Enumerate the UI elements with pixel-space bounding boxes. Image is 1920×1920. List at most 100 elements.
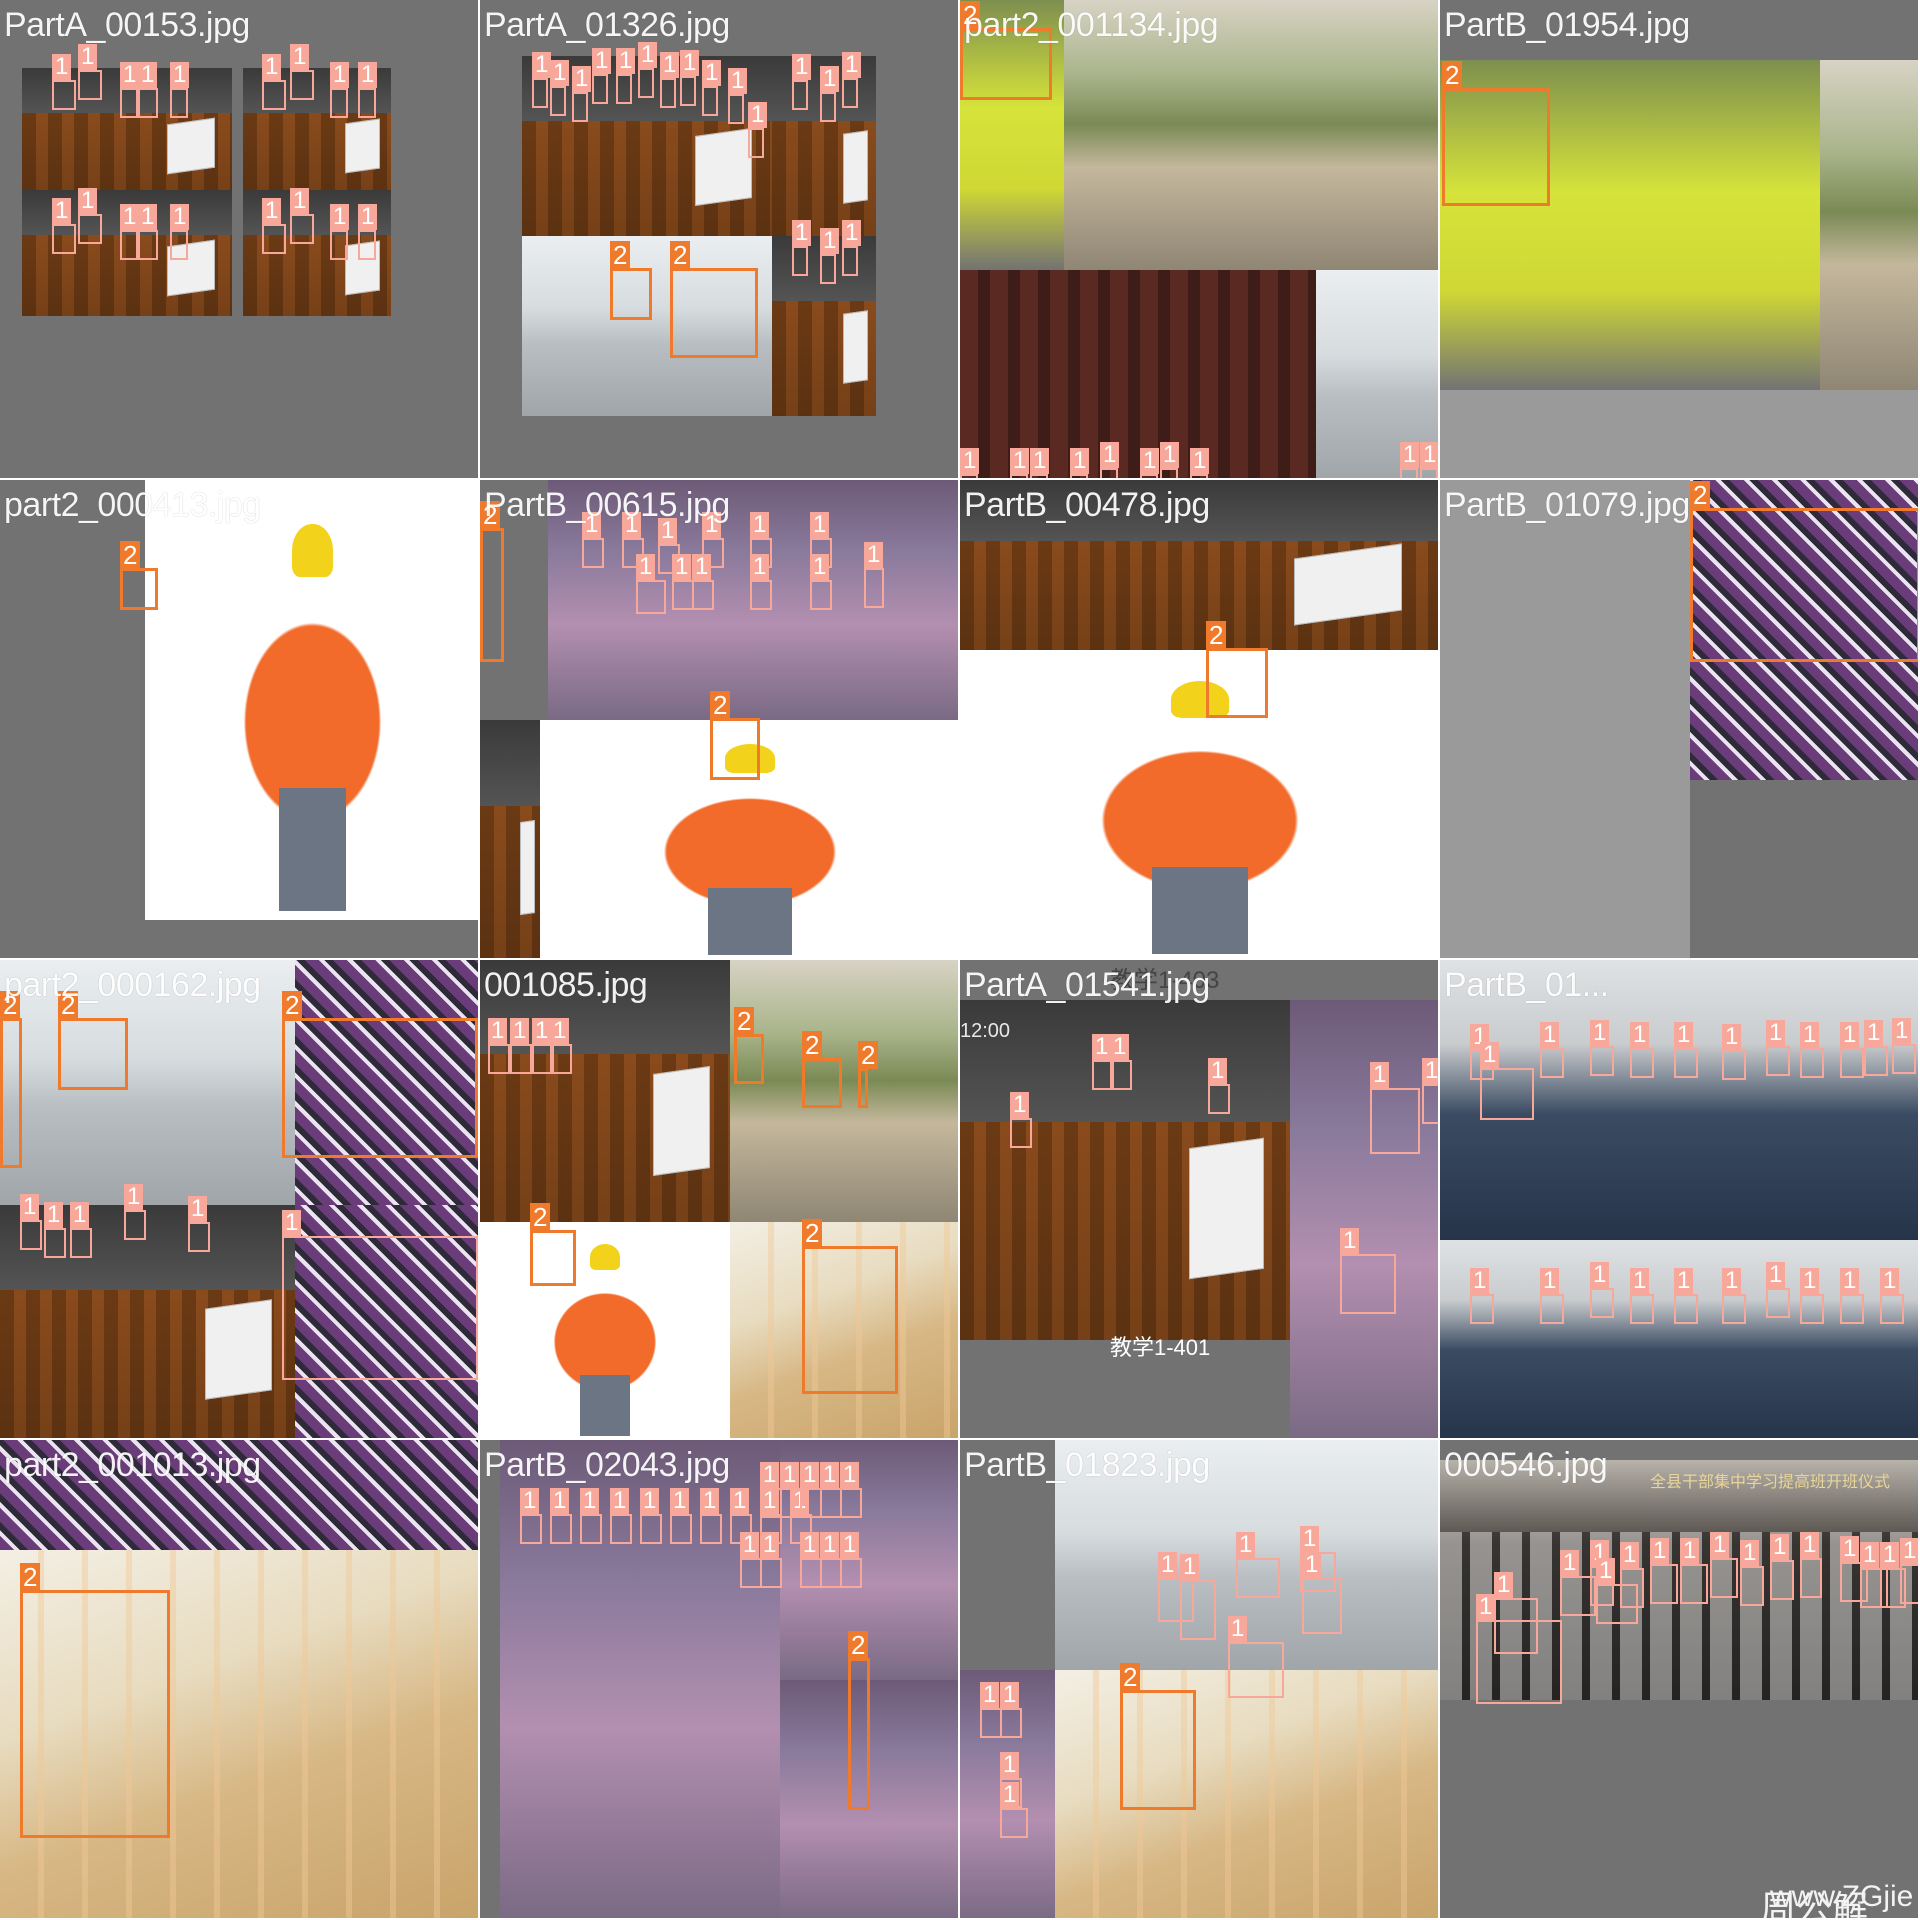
detection-box: 2 bbox=[802, 1219, 898, 1394]
mosaic-tile: 2 PartB_01954.jpg bbox=[1440, 0, 1920, 480]
detection-box: 1 bbox=[636, 554, 666, 614]
tile-filename: 001085.jpg bbox=[484, 966, 648, 1004]
photo-patch bbox=[780, 1680, 958, 1918]
detection-box: 1 bbox=[1766, 1020, 1790, 1076]
photo-patch bbox=[145, 480, 478, 920]
detection-box: 1 bbox=[1236, 1532, 1280, 1598]
detection-box: 1 bbox=[702, 60, 722, 116]
tile-filename: part2_000413.jpg bbox=[4, 486, 261, 524]
class-label: 1 bbox=[282, 1210, 302, 1236]
mosaic-tile: 1 1 1 1 1 1 1 1 1 1 1 1 1 1 1 1 1 1 1 1 2 PartB_02043.jpg bbox=[480, 1440, 960, 1920]
detection-box: 2 bbox=[120, 541, 158, 610]
class-label: 1 bbox=[1160, 442, 1180, 468]
detection-box: 1 bbox=[842, 52, 862, 108]
detection-box: 1 bbox=[1494, 1572, 1538, 1654]
burned-in-text: www.ZGjie bbox=[1770, 1880, 1914, 1913]
class-label: 1 bbox=[820, 1532, 840, 1558]
tile-filename: PartA_01541.jpg bbox=[964, 966, 1210, 1004]
detection-box: 1 bbox=[1630, 1268, 1654, 1324]
tile-filename: part2_000162.jpg bbox=[4, 966, 261, 1004]
class-label: 1 bbox=[1840, 1536, 1860, 1562]
detection-box: 1 bbox=[1000, 1682, 1022, 1738]
class-label: 1 bbox=[580, 1488, 600, 1514]
detection-box: 2 bbox=[20, 1563, 170, 1838]
class-label: 2 bbox=[960, 1, 981, 29]
detection-box: 1 bbox=[840, 1532, 862, 1588]
class-label: 2 bbox=[530, 1203, 551, 1231]
class-label: 1 bbox=[1880, 1268, 1900, 1294]
class-label: 1 bbox=[792, 220, 812, 246]
class-label: 1 bbox=[702, 60, 722, 86]
detection-box: 1 bbox=[124, 1184, 146, 1240]
detection-box: 1 bbox=[1030, 448, 1050, 478]
class-label: 1 bbox=[520, 1488, 540, 1514]
detection-box: 1 bbox=[792, 54, 812, 110]
detection-box: 2 bbox=[858, 1041, 879, 1108]
detection-box: 1 bbox=[640, 1488, 662, 1544]
detection-box: 1 bbox=[120, 62, 140, 118]
detection-box: 1 bbox=[572, 66, 592, 122]
class-label: 2 bbox=[282, 991, 303, 1019]
class-label: 2 bbox=[858, 1041, 879, 1069]
class-label: 2 bbox=[1206, 621, 1227, 649]
class-label: 2 bbox=[1120, 1663, 1141, 1691]
photo-patch bbox=[960, 0, 1064, 270]
class-label: 2 bbox=[1442, 61, 1463, 89]
detection-box: 1 bbox=[980, 1682, 1002, 1738]
detection-box: 2 bbox=[960, 1, 1052, 100]
detection-box: 1 bbox=[1900, 1538, 1918, 1604]
detection-box: 2 bbox=[1442, 61, 1550, 206]
class-label: 1 bbox=[138, 62, 158, 88]
detection-box: 1 bbox=[728, 68, 748, 124]
class-label: 1 bbox=[1476, 1594, 1496, 1620]
class-label: 1 bbox=[550, 1488, 570, 1514]
class-label: 1 bbox=[1110, 1034, 1130, 1060]
class-label: 1 bbox=[1650, 1538, 1670, 1564]
detection-box: 1 bbox=[748, 102, 768, 158]
detection-box: 1 bbox=[78, 44, 102, 100]
detection-box: 1 bbox=[358, 204, 378, 260]
class-label: 1 bbox=[622, 512, 642, 538]
class-label: 1 bbox=[740, 1532, 760, 1558]
class-label: 1 bbox=[1010, 1092, 1030, 1118]
detection-box: 1 bbox=[1000, 1782, 1028, 1838]
detection-box: 1 bbox=[800, 1462, 822, 1518]
class-label: 1 bbox=[1620, 1542, 1640, 1568]
class-label: 1 bbox=[680, 50, 700, 76]
class-label: 1 bbox=[610, 1488, 630, 1514]
class-label: 1 bbox=[840, 1532, 860, 1558]
class-label: 1 bbox=[170, 62, 190, 88]
detection-box: 2 bbox=[1206, 621, 1268, 718]
photo-patch bbox=[1440, 960, 1918, 1240]
detection-box: 1 bbox=[820, 66, 840, 122]
detection-box: 1 bbox=[1620, 1542, 1644, 1608]
class-label: 2 bbox=[670, 241, 691, 269]
class-label: 1 bbox=[1092, 1034, 1112, 1060]
detection-box: 1 bbox=[1190, 448, 1210, 478]
detection-box: 1 bbox=[488, 1018, 510, 1074]
class-label: 1 bbox=[1340, 1228, 1360, 1254]
detection-box: 1 bbox=[1680, 1538, 1708, 1604]
photo-patch bbox=[540, 720, 958, 958]
burned-in-text: 教学1-401 bbox=[1110, 1335, 1211, 1360]
detection-box: 1 bbox=[520, 1488, 542, 1544]
photo-patch bbox=[730, 1222, 958, 1438]
class-label: 1 bbox=[124, 1184, 144, 1210]
class-label: 1 bbox=[1766, 1020, 1786, 1046]
class-label: 1 bbox=[1674, 1268, 1694, 1294]
tile-filename: PartA_01326.jpg bbox=[484, 6, 730, 44]
class-label: 1 bbox=[1010, 448, 1030, 474]
class-label: 1 bbox=[1540, 1022, 1560, 1048]
detection-box: 1 bbox=[1302, 1552, 1342, 1634]
class-label: 1 bbox=[330, 62, 350, 88]
class-label: 1 bbox=[20, 1194, 40, 1220]
mosaic-tile: 1 1 1 1 1 1 1 1 1 1 1 1 1 1 1 1 1 1 1 1 1 1 PartB_01... bbox=[1440, 960, 1920, 1440]
class-label: 1 bbox=[262, 198, 282, 224]
detection-box: 1 bbox=[532, 1018, 554, 1074]
photo-patch bbox=[960, 270, 1316, 478]
class-label: 1 bbox=[760, 1532, 780, 1558]
class-label: 1 bbox=[748, 102, 768, 128]
photo-patch bbox=[1290, 1000, 1438, 1438]
detection-box: 1 bbox=[1100, 442, 1120, 478]
detection-box: 2 bbox=[1690, 481, 1918, 662]
